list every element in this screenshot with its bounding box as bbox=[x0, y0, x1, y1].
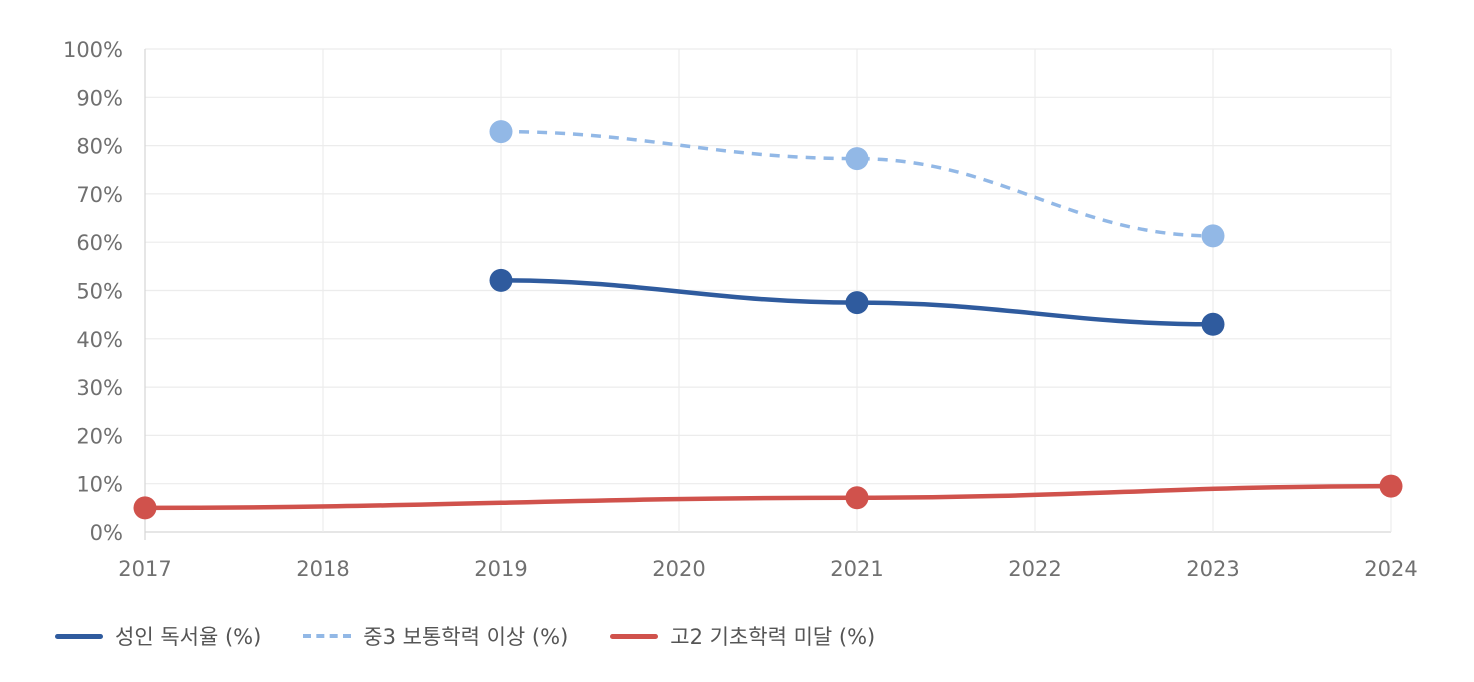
x-tick-label: 2024 bbox=[1364, 557, 1417, 581]
data-point-series-1[interactable] bbox=[1201, 312, 1225, 336]
x-tick-label: 2021 bbox=[830, 557, 883, 581]
legend-item-1[interactable]: 성인 독서율 (%) bbox=[55, 621, 261, 651]
legend-label: 고2 기초학력 미달 (%) bbox=[670, 625, 876, 649]
legend-swatch bbox=[610, 633, 659, 639]
data-point-series-3[interactable] bbox=[845, 486, 869, 510]
x-tick-label: 2019 bbox=[474, 557, 527, 581]
y-tick-label: 0% bbox=[90, 521, 123, 545]
data-points bbox=[133, 120, 1403, 520]
x-tick-label: 2023 bbox=[1186, 557, 1239, 581]
legend-item-2[interactable]: 중3 보통학력 이상 (%) bbox=[303, 621, 568, 651]
series-line-3 bbox=[142, 483, 1394, 511]
grid bbox=[144, 48, 1392, 540]
y-tick-label: 10% bbox=[76, 473, 123, 497]
data-point-series-1[interactable] bbox=[489, 268, 513, 292]
legend: 성인 독서율 (%) 중3 보통학력 이상 (%) 고2 기초학력 미달 (%) bbox=[55, 618, 917, 654]
data-point-series-2[interactable] bbox=[1201, 224, 1225, 248]
y-tick-label: 60% bbox=[76, 231, 123, 255]
data-point-series-3[interactable] bbox=[133, 496, 157, 520]
y-tick-label: 90% bbox=[76, 86, 123, 110]
axes: 0% 10% 20% 30% 40% 50% 60% 70% 80% 90% 100% 2017 201… bbox=[63, 38, 1418, 581]
legend-label: 성인 독서율 (%) bbox=[115, 625, 262, 649]
legend-label: 중3 보통학력 이상 (%) bbox=[363, 625, 569, 649]
data-point-series-2[interactable] bbox=[489, 120, 513, 144]
data-point-series-3[interactable] bbox=[1379, 474, 1403, 498]
x-tick-label: 2022 bbox=[1008, 557, 1061, 581]
y-tick-label: 30% bbox=[76, 376, 123, 400]
data-point-series-1[interactable] bbox=[845, 291, 869, 315]
y-tick-label: 80% bbox=[76, 135, 123, 159]
x-tick-label: 2020 bbox=[652, 557, 705, 581]
line-chart: 0% 10% 20% 30% 40% 50% 60% 70% 80% 90% 100% 2017 201… bbox=[63, 38, 1418, 581]
x-tick-label: 2018 bbox=[296, 557, 349, 581]
legend-swatch bbox=[303, 634, 352, 638]
y-tick-label: 20% bbox=[76, 424, 123, 448]
y-tick-label: 50% bbox=[76, 280, 123, 304]
y-tick-label: 70% bbox=[76, 183, 123, 207]
legend-swatch bbox=[55, 633, 103, 639]
x-tick-label: 2017 bbox=[118, 557, 171, 581]
legend-item-3[interactable]: 고2 기초학력 미달 (%) bbox=[610, 621, 875, 651]
y-tick-label: 40% bbox=[76, 328, 123, 352]
data-point-series-2[interactable] bbox=[845, 147, 869, 171]
y-tick-label: 100% bbox=[63, 38, 123, 62]
